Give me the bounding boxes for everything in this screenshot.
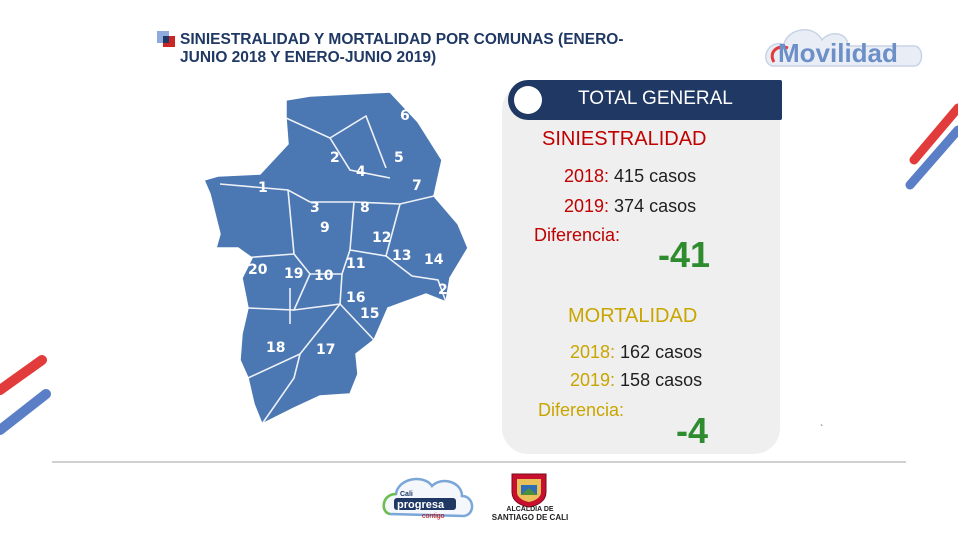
year-label: 2018: — [564, 166, 610, 186]
comunas-map: 6 2 5 4 7 1 3 8 9 12 13 14 11 20 19 10 2… — [190, 78, 480, 458]
comuna-label: 18 — [266, 340, 286, 356]
comuna-label: 8 — [360, 200, 370, 216]
comuna-label: 12 — [372, 230, 392, 246]
comuna-label: 16 — [346, 290, 366, 306]
mortalidad-diff-label: Diferencia: — [538, 400, 625, 420]
mortalidad-title: MORTALIDAD — [568, 305, 698, 327]
alcaldia-logo-text: ALCALDÍA DE SANTIAGO DE CALI — [480, 506, 580, 522]
alcaldia-line: ALCALDÍA DE — [506, 506, 554, 513]
comuna-label: 4 — [356, 164, 366, 180]
total-header-bar — [508, 80, 782, 120]
comuna-label: 7 — [412, 178, 422, 194]
siniestralidad-2019-row: 2019: 374 casos — [564, 196, 696, 217]
cali-logo-word: contigo — [422, 513, 445, 520]
comuna-label: 17 — [316, 342, 336, 358]
comuna-label: 20 — [248, 262, 268, 278]
comuna-label: 9 — [320, 220, 330, 236]
siniestralidad-2018-row: 2018: 415 casos — [564, 166, 696, 187]
value-label: 162 casos — [615, 342, 703, 362]
header-circle-icon — [506, 80, 552, 120]
comuna-label: 1 — [258, 180, 268, 196]
decorative-stripes-right — [900, 90, 958, 200]
mortalidad-2018-row: 2018: 162 casos — [570, 342, 702, 363]
page-title: SINIESTRALIDAD Y MORTALIDAD POR COMUNAS … — [180, 31, 624, 66]
comuna-label: 11 — [346, 256, 366, 272]
cali-logo-word: progresa — [397, 499, 445, 511]
movilidad-logo-text: Movilidad — [778, 38, 898, 68]
comuna-label: 10 — [314, 268, 334, 284]
comuna-label: 13 — [392, 248, 412, 264]
cali-logo-word: Cali — [400, 491, 413, 498]
comuna-label: 14 — [424, 252, 444, 268]
alcaldia-shield-icon — [510, 472, 548, 508]
decorative-stripes-left — [0, 350, 52, 450]
comuna-label: 22 — [306, 412, 326, 428]
movilidad-logo: Movilidad — [764, 22, 926, 78]
title-bullet-icon — [157, 31, 175, 47]
comuna-label: 5 — [394, 150, 404, 166]
comuna-label: 2 — [330, 150, 340, 166]
comuna-label: 21 — [438, 282, 458, 298]
cali-progresa-logo: Cali progresa contigo — [380, 470, 476, 524]
tick-mark: ` — [820, 424, 824, 435]
year-label: 2019: — [564, 196, 610, 216]
value-label: 374 casos — [609, 196, 697, 216]
year-label: 2019: — [570, 370, 616, 390]
value-label: 415 casos — [609, 166, 697, 186]
mortalidad-2019-row: 2019: 158 casos — [570, 370, 702, 391]
comuna-label: 6 — [400, 108, 410, 124]
value-label: 158 casos — [615, 370, 703, 390]
footer-divider — [52, 461, 906, 463]
alcaldia-line: SANTIAGO DE CALI — [491, 513, 569, 522]
comuna-label: 19 — [284, 266, 304, 282]
siniestralidad-diff-value: -41 — [658, 234, 711, 275]
comuna-label: 3 — [310, 200, 320, 216]
year-label: 2018: — [570, 342, 616, 362]
siniestralidad-diff-label: Diferencia: — [534, 225, 621, 245]
mortalidad-diff-value: -4 — [676, 410, 709, 451]
siniestralidad-title: SINIESTRALIDAD — [542, 128, 707, 150]
comuna-label: 15 — [360, 306, 380, 322]
panel-header: TOTAL GENERAL — [578, 88, 733, 109]
total-panel — [502, 84, 780, 454]
